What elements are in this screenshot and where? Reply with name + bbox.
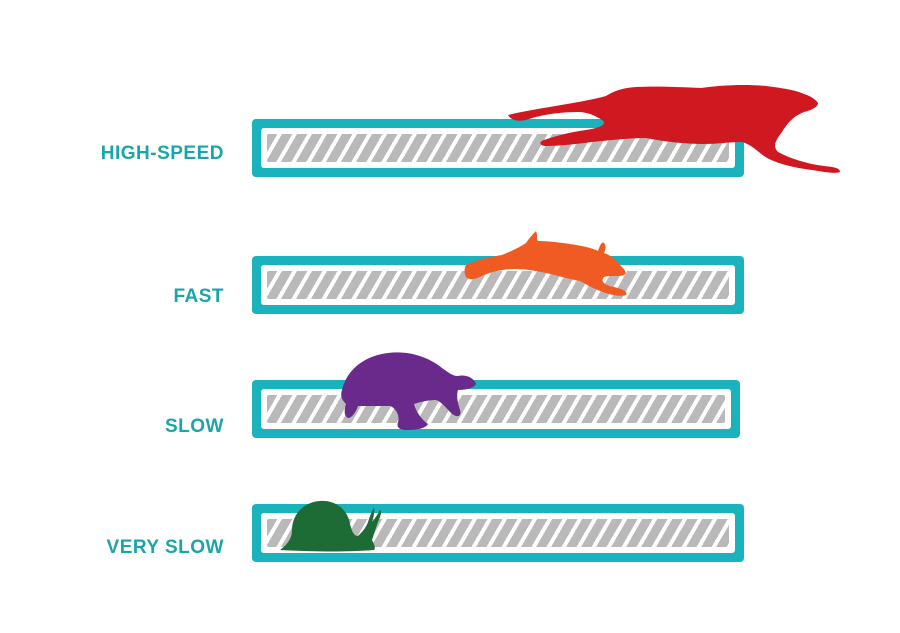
speed-bar bbox=[252, 380, 740, 438]
rabbit-icon bbox=[464, 229, 630, 301]
bar-track bbox=[267, 271, 729, 299]
cheetah-icon bbox=[506, 82, 842, 178]
speed-label: VERY SLOW bbox=[106, 537, 224, 558]
speed-label: FAST bbox=[173, 286, 224, 307]
speed-label: SLOW bbox=[165, 416, 224, 437]
speed-label: HIGH-SPEED bbox=[100, 143, 224, 164]
speed-bar bbox=[252, 119, 744, 177]
tortoise-icon bbox=[338, 350, 478, 432]
snail-icon bbox=[278, 498, 384, 554]
speed-bar bbox=[252, 256, 744, 314]
bar-track bbox=[267, 395, 725, 423]
